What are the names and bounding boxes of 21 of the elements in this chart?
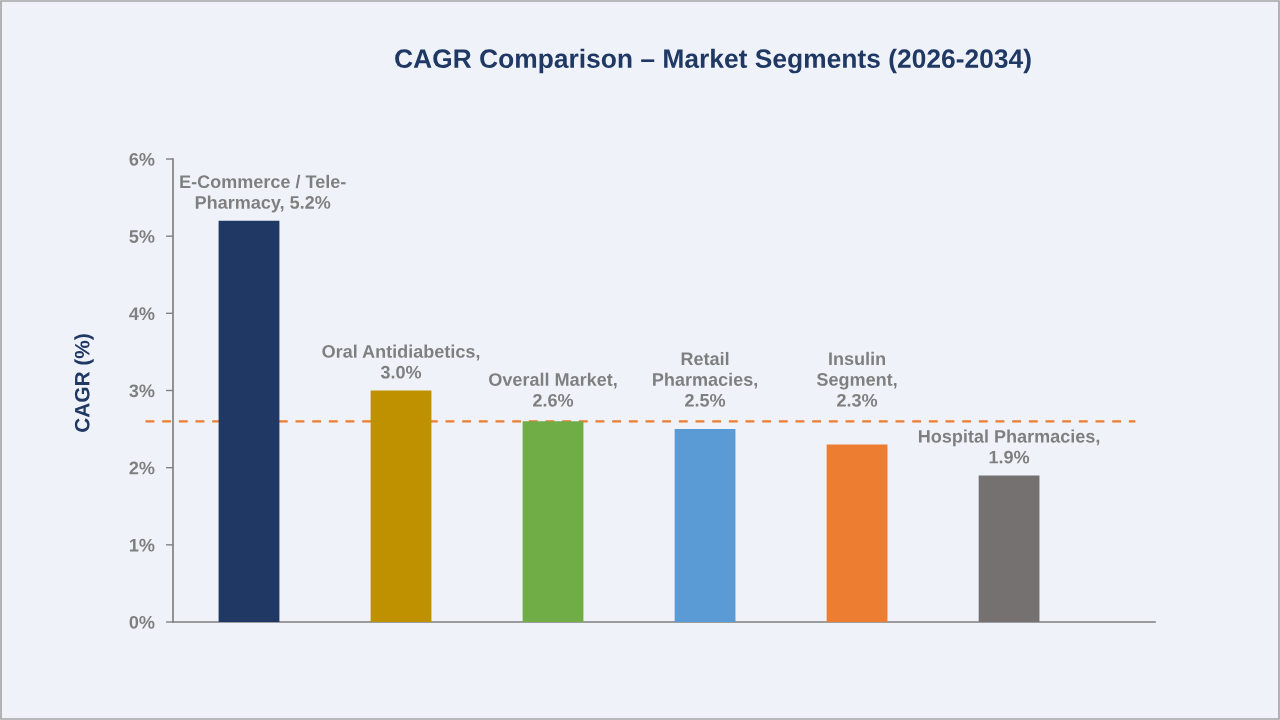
bar <box>674 429 736 622</box>
data-label: Overall Market, 2.6% <box>489 372 617 407</box>
bar <box>218 220 280 622</box>
data-label: Insulin Segment, 2.3% <box>816 351 897 407</box>
data-label: E-Commerce / Tele- Pharmacy, 5.2% <box>180 174 346 213</box>
y-tick-label: 6% <box>129 152 155 166</box>
y-tick-label: 2% <box>129 461 155 475</box>
y-tick-label: 0% <box>129 615 155 629</box>
data-label: Retail Pharmacies, 2.5% <box>653 351 758 407</box>
data-label: Oral Antidiabetics, 3.0% <box>322 344 480 379</box>
y-axis-title: CAGR (%) <box>74 334 94 432</box>
y-tick-label: 5% <box>129 230 155 243</box>
y-tick-label: 1% <box>129 538 155 552</box>
chart-title: CAGR Comparison – Market Segments (2026-2034) <box>395 48 1031 74</box>
bar <box>370 390 432 622</box>
bar <box>522 421 584 622</box>
bar <box>978 475 1040 622</box>
bar <box>826 444 888 622</box>
y-tick-label: 3% <box>129 384 155 398</box>
data-label: Hospital Pharmacies, 1.9% <box>918 429 1100 464</box>
y-tick-label: 4% <box>129 307 155 321</box>
